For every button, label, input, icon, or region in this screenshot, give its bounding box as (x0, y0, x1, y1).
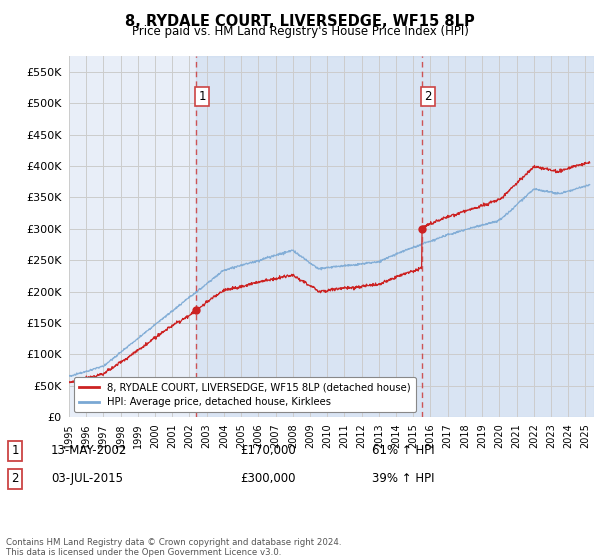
Text: Price paid vs. HM Land Registry's House Price Index (HPI): Price paid vs. HM Land Registry's House … (131, 25, 469, 38)
Text: 13-MAY-2002: 13-MAY-2002 (51, 444, 127, 458)
Text: 2: 2 (11, 472, 19, 486)
Text: 2: 2 (424, 90, 432, 104)
Legend: 8, RYDALE COURT, LIVERSEDGE, WF15 8LP (detached house), HPI: Average price, deta: 8, RYDALE COURT, LIVERSEDGE, WF15 8LP (d… (74, 377, 416, 412)
Text: 1: 1 (11, 444, 19, 458)
Text: 61% ↑ HPI: 61% ↑ HPI (372, 444, 434, 458)
Text: 39% ↑ HPI: 39% ↑ HPI (372, 472, 434, 486)
Text: 8, RYDALE COURT, LIVERSEDGE, WF15 8LP: 8, RYDALE COURT, LIVERSEDGE, WF15 8LP (125, 14, 475, 29)
Text: 1: 1 (198, 90, 206, 104)
Bar (196, 56, 594, 417)
Text: £170,000: £170,000 (240, 444, 296, 458)
Text: £300,000: £300,000 (240, 472, 296, 486)
Text: Contains HM Land Registry data © Crown copyright and database right 2024.
This d: Contains HM Land Registry data © Crown c… (6, 538, 341, 557)
Text: 03-JUL-2015: 03-JUL-2015 (51, 472, 123, 486)
